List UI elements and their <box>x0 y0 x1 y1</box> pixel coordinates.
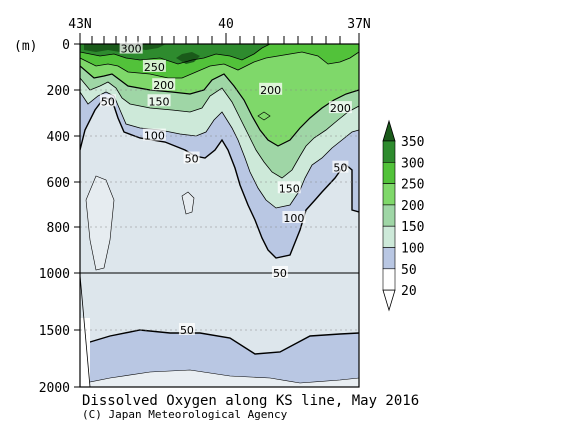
contour-label: 150 <box>149 95 170 108</box>
y-tick-label: 1500 <box>39 324 70 339</box>
y-tick-label: 1000 <box>39 267 70 282</box>
depth-gridlines <box>80 89 359 331</box>
colorbar: 350 300 250 200 150 100 50 20 <box>382 119 424 312</box>
contour-label: 250 <box>144 61 165 74</box>
contour-label-bg <box>147 94 171 107</box>
credit-text: (C) Japan Meteorological Agency <box>82 408 288 421</box>
contour-label-bg <box>152 78 176 91</box>
x-tick-label: 37N <box>347 17 370 32</box>
colorbar-swatch <box>382 204 396 227</box>
y-tick-label: 2000 <box>39 381 70 396</box>
contour-label-bg <box>328 101 352 114</box>
contour-label: 50 <box>333 162 347 175</box>
colorbar-level-label: 50 <box>401 263 417 278</box>
contour-label: 50 <box>180 324 194 337</box>
colorbar-level-label: 300 <box>401 156 424 171</box>
colorbar-level-label: 350 <box>401 135 424 150</box>
contour-label: 200 <box>260 84 281 97</box>
y-tick-label: 400 <box>47 130 70 145</box>
contour-label: 50 <box>273 267 287 280</box>
y-tick-label: 200 <box>47 84 70 99</box>
band-20-deep <box>80 370 359 387</box>
contour-label-bg <box>119 41 143 54</box>
contour-label-bg <box>277 181 301 194</box>
contour-label: 50 <box>185 153 199 166</box>
contour-label: 150 <box>279 182 300 195</box>
colorbar-swatch <box>382 162 396 184</box>
contour-label-bg <box>282 211 306 224</box>
colorbar-swatch <box>382 225 396 248</box>
colorbar-swatch <box>382 140 396 163</box>
y-tick-label: 600 <box>47 176 70 191</box>
depth-ticks <box>74 43 80 388</box>
colorbar-level-label: 200 <box>401 199 424 214</box>
colorbar-bottom-arrow <box>382 289 396 312</box>
contour-label-bg <box>259 82 283 95</box>
contour-lines <box>80 44 359 385</box>
contour-label-bg <box>99 94 116 107</box>
contour-label: 100 <box>144 130 165 143</box>
contour-label-bg <box>183 151 200 164</box>
colorbar-swatch <box>382 247 396 270</box>
colorbar-level-label: 100 <box>401 242 424 257</box>
colorbar-swatch <box>382 183 396 206</box>
colorbar-level-label: 20 <box>401 284 417 299</box>
no-data-wedge <box>80 318 90 387</box>
x-tick-label: 43N <box>68 17 91 32</box>
band-350-patch <box>176 52 200 64</box>
contour-label-bg <box>332 160 349 173</box>
colorbar-level-label: 150 <box>401 220 424 235</box>
contour-label: 200 <box>330 102 351 115</box>
contour-label: 200 <box>153 79 174 92</box>
contour-label-bg <box>178 323 195 335</box>
contour-label-bg <box>271 266 288 278</box>
y-tick-label: 0 <box>62 38 70 53</box>
x-tick-label: 40 <box>218 17 234 32</box>
contour-label-bg <box>142 59 166 72</box>
contour-label: 300 <box>121 43 142 56</box>
bottom-topography-line <box>79 274 91 388</box>
contour-label: 50 <box>101 95 115 108</box>
plot-frame <box>79 43 360 388</box>
contour-label: 100 <box>283 212 304 225</box>
contour-label-bg <box>142 128 166 141</box>
chart-title: Dissolved Oxygen along KS line, May 2016 <box>82 393 419 409</box>
colorbar-swatch <box>382 268 396 291</box>
band-20-pocket-1 <box>86 176 114 270</box>
colorbar-top-arrow <box>382 119 396 142</box>
colorbar-level-label: 250 <box>401 178 424 193</box>
y-tick-label: 800 <box>47 221 70 236</box>
y-unit-label: (m) <box>14 39 37 54</box>
